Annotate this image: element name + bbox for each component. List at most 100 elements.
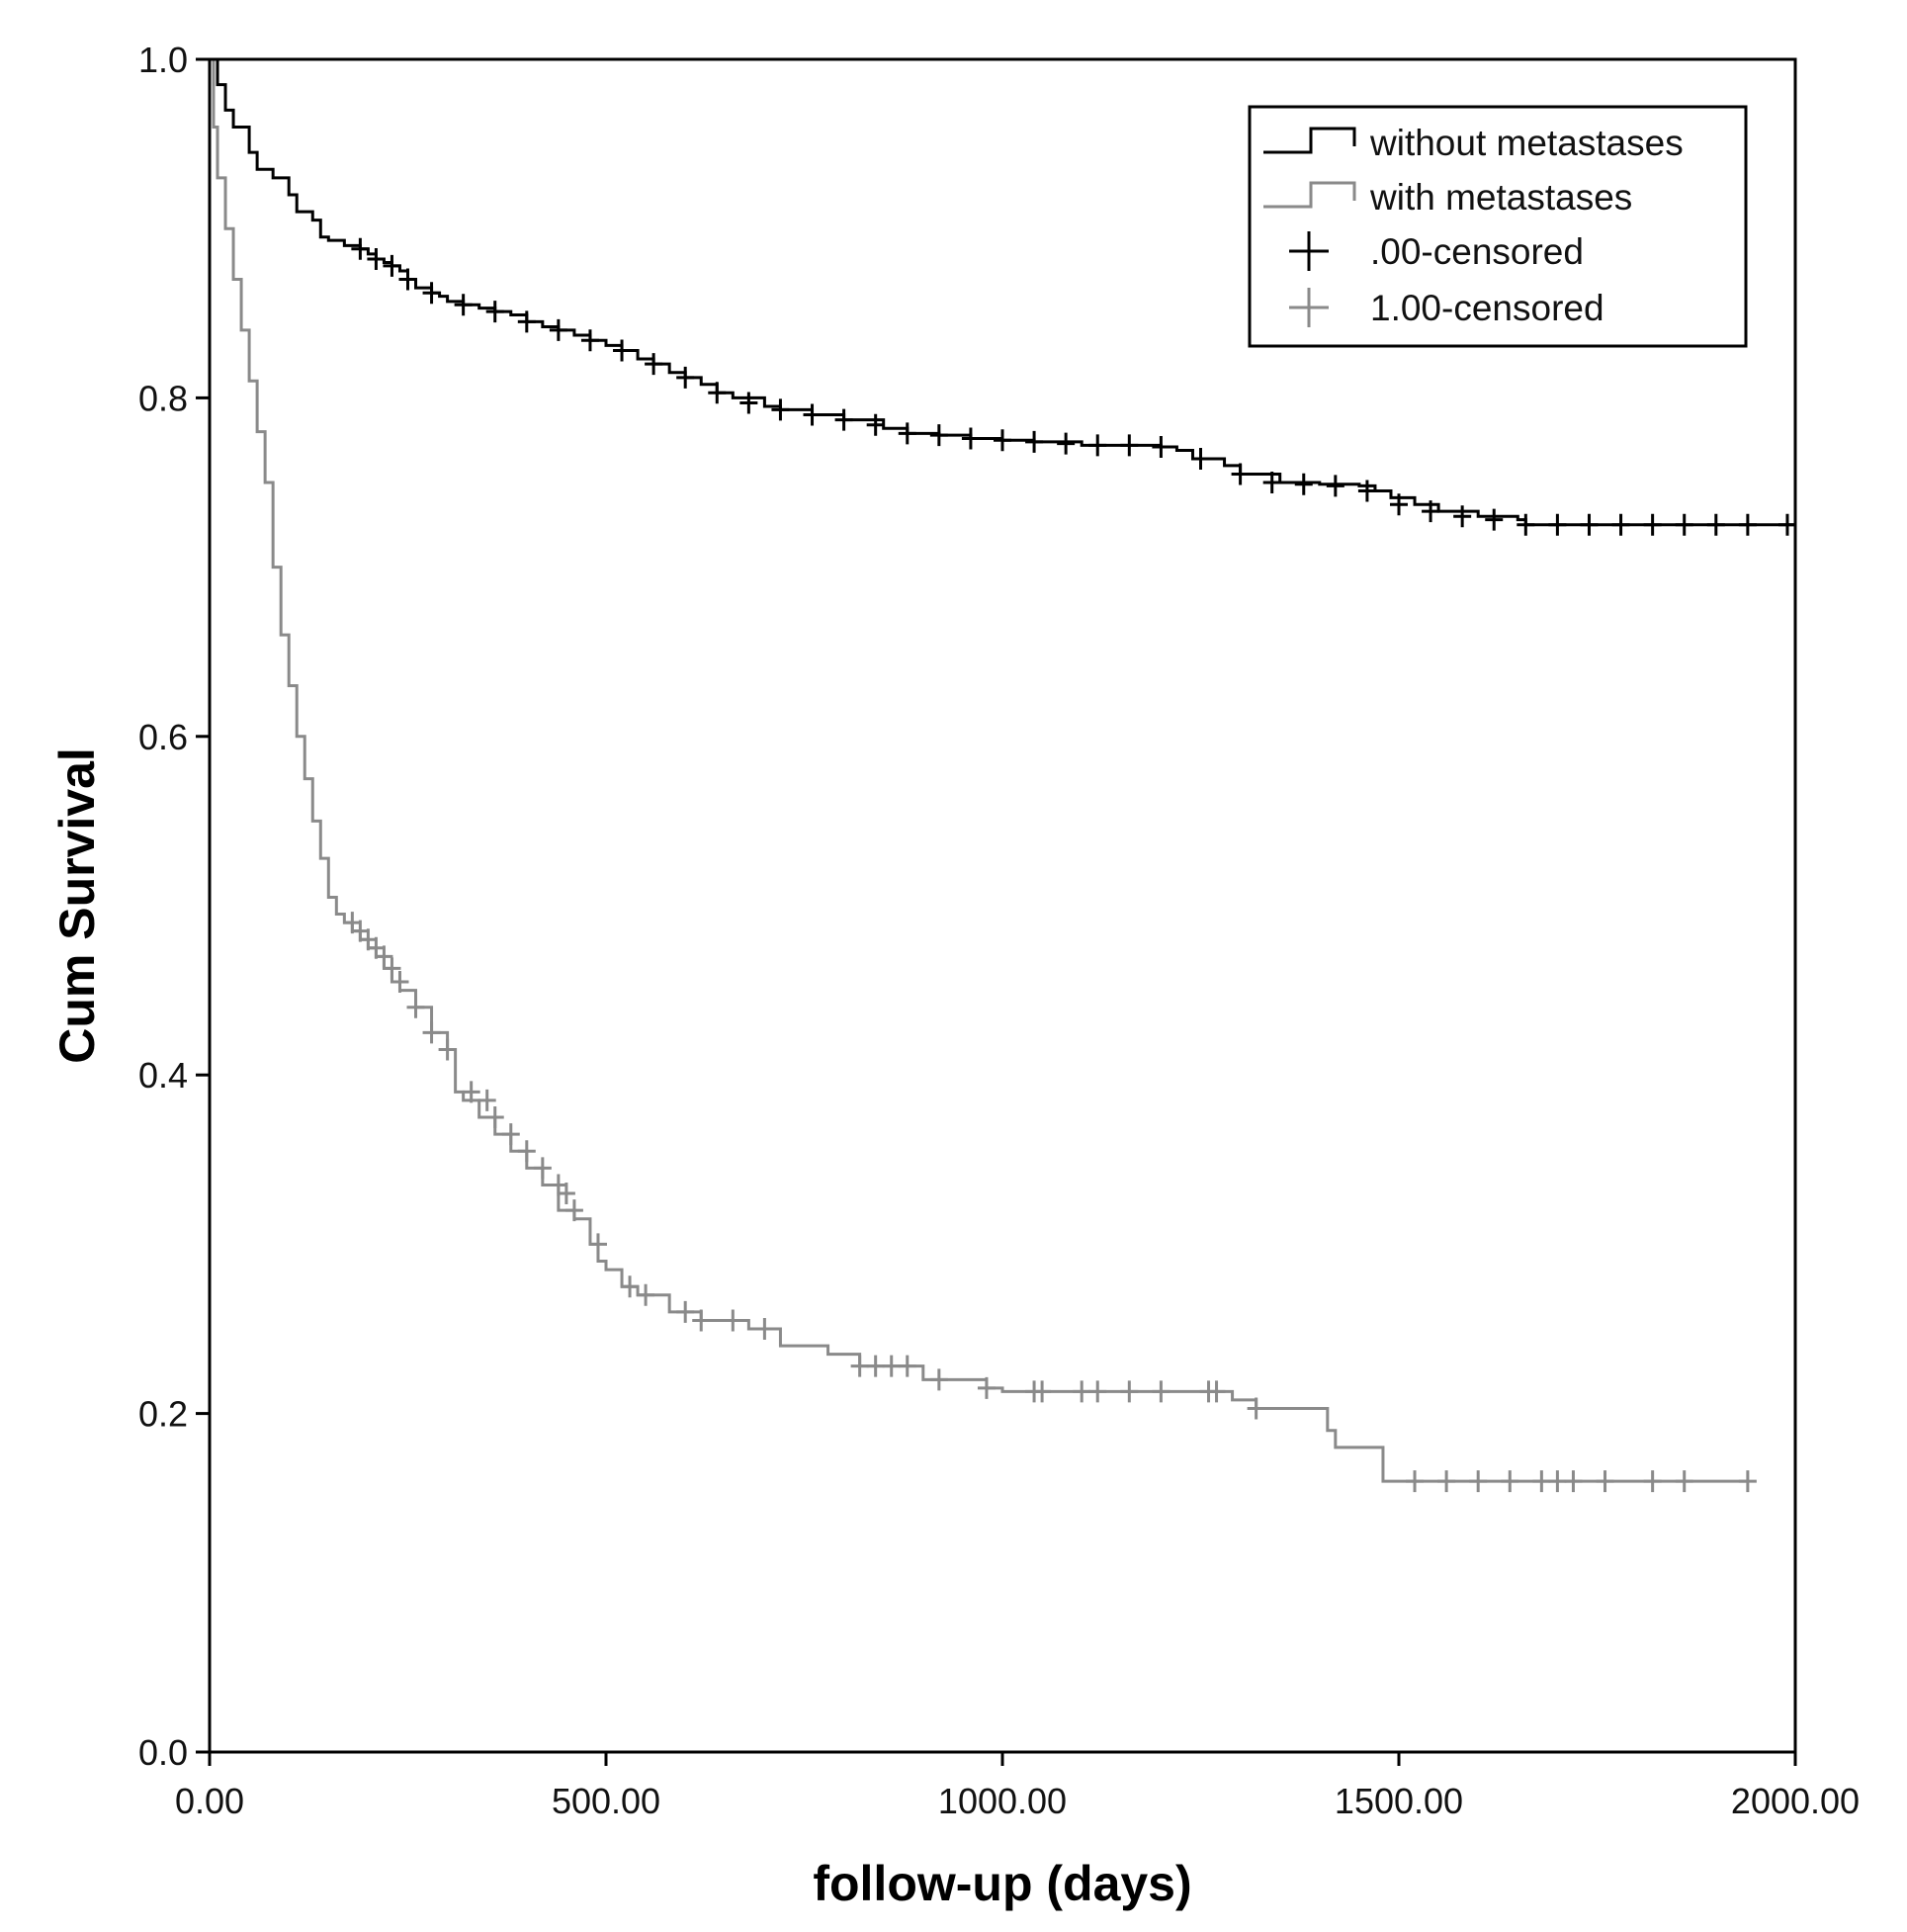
y-axis-title: Cum Survival bbox=[49, 747, 105, 1064]
censor-mark-without-metastases bbox=[613, 339, 632, 362]
censor-mark-with-metastases bbox=[1564, 1470, 1583, 1493]
x-tick-label: 1500.00 bbox=[1335, 1781, 1463, 1821]
censor-mark-with-metastases bbox=[882, 1355, 901, 1377]
censor-mark-without-metastases bbox=[1580, 513, 1599, 536]
censor-mark-without-metastases bbox=[1057, 432, 1076, 455]
y-tick-label: 1.0 bbox=[138, 40, 188, 80]
censor-mark-without-metastases bbox=[1025, 430, 1044, 453]
censor-mark-without-metastases bbox=[1191, 448, 1210, 471]
censor-mark-with-metastases bbox=[1738, 1470, 1757, 1493]
censor-mark-with-metastases bbox=[1596, 1470, 1614, 1493]
censor-mark-without-metastases bbox=[1326, 475, 1344, 497]
legend-censor-marker-black bbox=[1289, 231, 1329, 271]
censor-mark-with-metastases bbox=[1437, 1470, 1456, 1493]
censor-mark-with-metastases bbox=[390, 971, 409, 994]
censor-mark-without-metastases bbox=[1453, 505, 1472, 528]
censor-mark-with-metastases bbox=[621, 1275, 640, 1298]
censor-mark-without-metastases bbox=[1706, 513, 1725, 536]
censor-mark-with-metastases bbox=[1675, 1470, 1693, 1493]
censor-mark-with-metastases bbox=[637, 1283, 655, 1306]
censor-mark-with-metastases bbox=[501, 1123, 520, 1146]
censor-mark-without-metastases bbox=[517, 310, 536, 333]
censor-mark-without-metastases bbox=[739, 392, 758, 414]
censor-mark-with-metastases bbox=[866, 1355, 885, 1377]
legend: without metastases with metastases .00-c… bbox=[1248, 105, 1748, 348]
censor-mark-with-metastases bbox=[406, 996, 425, 1018]
censor-mark-with-metastases bbox=[929, 1368, 948, 1391]
censor-mark-with-metastases bbox=[1643, 1470, 1662, 1493]
censor-mark-with-metastases bbox=[517, 1140, 536, 1163]
censor-mark-with-metastases bbox=[485, 1106, 504, 1128]
censor-mark-without-metastases bbox=[803, 403, 822, 426]
series-layer bbox=[210, 57, 1796, 1493]
censor-mark-with-metastases bbox=[557, 1183, 575, 1205]
censor-mark-without-metastases bbox=[367, 248, 386, 271]
censor-mark-with-metastases bbox=[1469, 1470, 1488, 1493]
censor-mark-with-metastases bbox=[588, 1233, 607, 1256]
censor-mark-with-metastases bbox=[676, 1300, 695, 1323]
censor-mark-without-metastases bbox=[898, 422, 916, 445]
censor-mark-with-metastases bbox=[755, 1318, 774, 1340]
censor-mark-with-metastases bbox=[462, 1081, 480, 1103]
censor-mark-without-metastases bbox=[676, 366, 695, 389]
censor-mark-without-metastases bbox=[1357, 480, 1376, 502]
censor-mark-without-metastases bbox=[1231, 463, 1250, 485]
censor-mark-with-metastases bbox=[1247, 1397, 1265, 1420]
censor-mark-with-metastases bbox=[898, 1355, 916, 1377]
censor-mark-without-metastases bbox=[485, 301, 504, 323]
censor-mark-with-metastases bbox=[422, 1021, 441, 1044]
censor-mark-with-metastases bbox=[1033, 1380, 1052, 1403]
y-tick-label: 0.8 bbox=[138, 378, 188, 418]
censor-mark-with-metastases bbox=[564, 1199, 583, 1222]
censor-mark-without-metastases bbox=[1120, 434, 1139, 457]
legend-censor-marker-gray bbox=[1289, 288, 1329, 327]
censor-mark-with-metastases bbox=[724, 1309, 742, 1332]
censor-mark-without-metastases bbox=[398, 268, 417, 291]
axes-layer: 0.0 0.2 0.4 0.6 0.8 1.0 0.00 500.00 1000.00 1500.… bbox=[138, 40, 1860, 1821]
censor-mark-without-metastases bbox=[1548, 513, 1567, 536]
y-tick-label: 0.0 bbox=[138, 1732, 188, 1773]
x-tick-label: 1000.00 bbox=[938, 1781, 1067, 1821]
legend-line-swatch-with-metastases bbox=[1263, 181, 1356, 209]
censor-mark-with-metastases bbox=[1548, 1470, 1567, 1493]
censor-mark-without-metastases bbox=[1738, 513, 1757, 536]
legend-line-swatch-without-metastases bbox=[1263, 127, 1356, 154]
censor-mark-without-metastases bbox=[1643, 513, 1662, 536]
y-tick-label: 0.4 bbox=[138, 1055, 188, 1096]
censor-mark-without-metastases bbox=[1611, 513, 1630, 536]
censor-mark-with-metastases bbox=[977, 1376, 996, 1399]
censor-mark-without-metastases bbox=[1485, 508, 1504, 531]
censor-mark-with-metastases bbox=[1207, 1380, 1226, 1403]
y-tick-label: 0.2 bbox=[138, 1394, 188, 1435]
censor-mark-without-metastases bbox=[645, 353, 663, 376]
censor-mark-without-metastases bbox=[834, 408, 853, 431]
censor-mark-with-metastases bbox=[477, 1089, 496, 1111]
censor-mark-with-metastases bbox=[692, 1309, 711, 1332]
censor-mark-without-metastases bbox=[1517, 513, 1535, 536]
censor-mark-with-metastases bbox=[1152, 1380, 1170, 1403]
censor-mark-with-metastases bbox=[1501, 1470, 1519, 1493]
censor-mark-with-metastases bbox=[533, 1157, 552, 1180]
censor-mark-without-metastases bbox=[866, 413, 885, 436]
censor-mark-with-metastases bbox=[375, 945, 393, 968]
censor-mark-with-metastases bbox=[1120, 1380, 1139, 1403]
censor-mark-without-metastases bbox=[549, 318, 567, 341]
legend-label-censored-00: .00-censored bbox=[1370, 231, 1584, 272]
censor-mark-without-metastases bbox=[1675, 513, 1693, 536]
censor-mark-without-metastases bbox=[929, 424, 948, 447]
censor-mark-with-metastases bbox=[1073, 1380, 1091, 1403]
censor-mark-without-metastases bbox=[1262, 472, 1281, 493]
censor-mark-without-metastases bbox=[383, 254, 401, 277]
censor-mark-without-metastases bbox=[994, 429, 1011, 452]
y-tick-label: 0.6 bbox=[138, 717, 188, 757]
censor-mark-without-metastases bbox=[1088, 434, 1107, 457]
censor-mark-with-metastases bbox=[383, 957, 401, 980]
legend-label-with-metastases: with metastases bbox=[1369, 177, 1632, 218]
x-tick-label: 2000.00 bbox=[1731, 1781, 1860, 1821]
censor-mark-without-metastases bbox=[1152, 436, 1170, 459]
censor-mark-with-metastases bbox=[850, 1355, 869, 1377]
censor-mark-without-metastases bbox=[422, 282, 441, 305]
legend-label-without-metastases: without metastases bbox=[1369, 123, 1684, 163]
x-axis-title: follow-up (days) bbox=[813, 1856, 1191, 1911]
